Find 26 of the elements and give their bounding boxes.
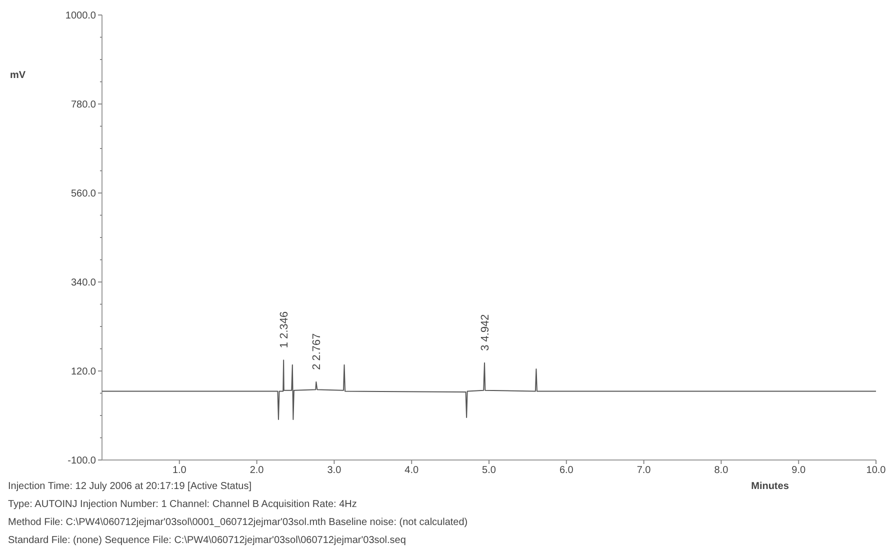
x-tick-label: 3.0 <box>327 465 342 476</box>
text: Standard File: (none) Sequence File: C:\PW4\060712jejmar'03sol\060712jejmar'03sol.seq <box>8 535 406 546</box>
y-tick-label: 780.0 <box>70 100 96 110</box>
y-tick-label: -100.0 <box>68 456 96 466</box>
x-tick-label: 10.0 <box>866 465 886 476</box>
line-series <box>102 360 876 420</box>
y-tick-label: 1000.0 <box>65 10 96 22</box>
annotation: 3 4.942 <box>480 314 492 351</box>
text: Injection Time: 12 July 2006 at 20:17:19 [Active Status] <box>8 481 252 492</box>
x-tick-label: 4.0 <box>404 465 419 476</box>
x-tick-label: 2.0 <box>250 465 264 476</box>
x-tick-label: 1.0 <box>172 465 187 476</box>
x-axis-title: Minutes <box>751 481 790 492</box>
annotation: 2 2.767 <box>311 333 324 370</box>
x-tick-label: 5.0 <box>482 465 496 476</box>
y-tick-label: 340.0 <box>70 278 96 288</box>
annotation: 1 2.346 <box>278 311 291 348</box>
y-tick-label: 120.0 <box>70 366 96 378</box>
y-axis-title: mV <box>10 70 26 81</box>
text: Method File: C:\PW4\060712jejmar'03sol\0001_060712jejmar'03sol.mth Baseline noise: (not calculated) <box>8 517 468 528</box>
x-tick-label: 9.0 <box>792 465 806 476</box>
y-tick-label: 560.0 <box>70 188 96 200</box>
x-tick-label: 6.0 <box>559 465 574 476</box>
text: Type: AUTOINJ Injection Number: 1 Channel: Channel B Acquisition Rate: 4Hz <box>8 499 357 510</box>
x-tick-label: 8.0 <box>714 465 729 476</box>
x-tick-label: 7.0 <box>636 465 652 476</box>
